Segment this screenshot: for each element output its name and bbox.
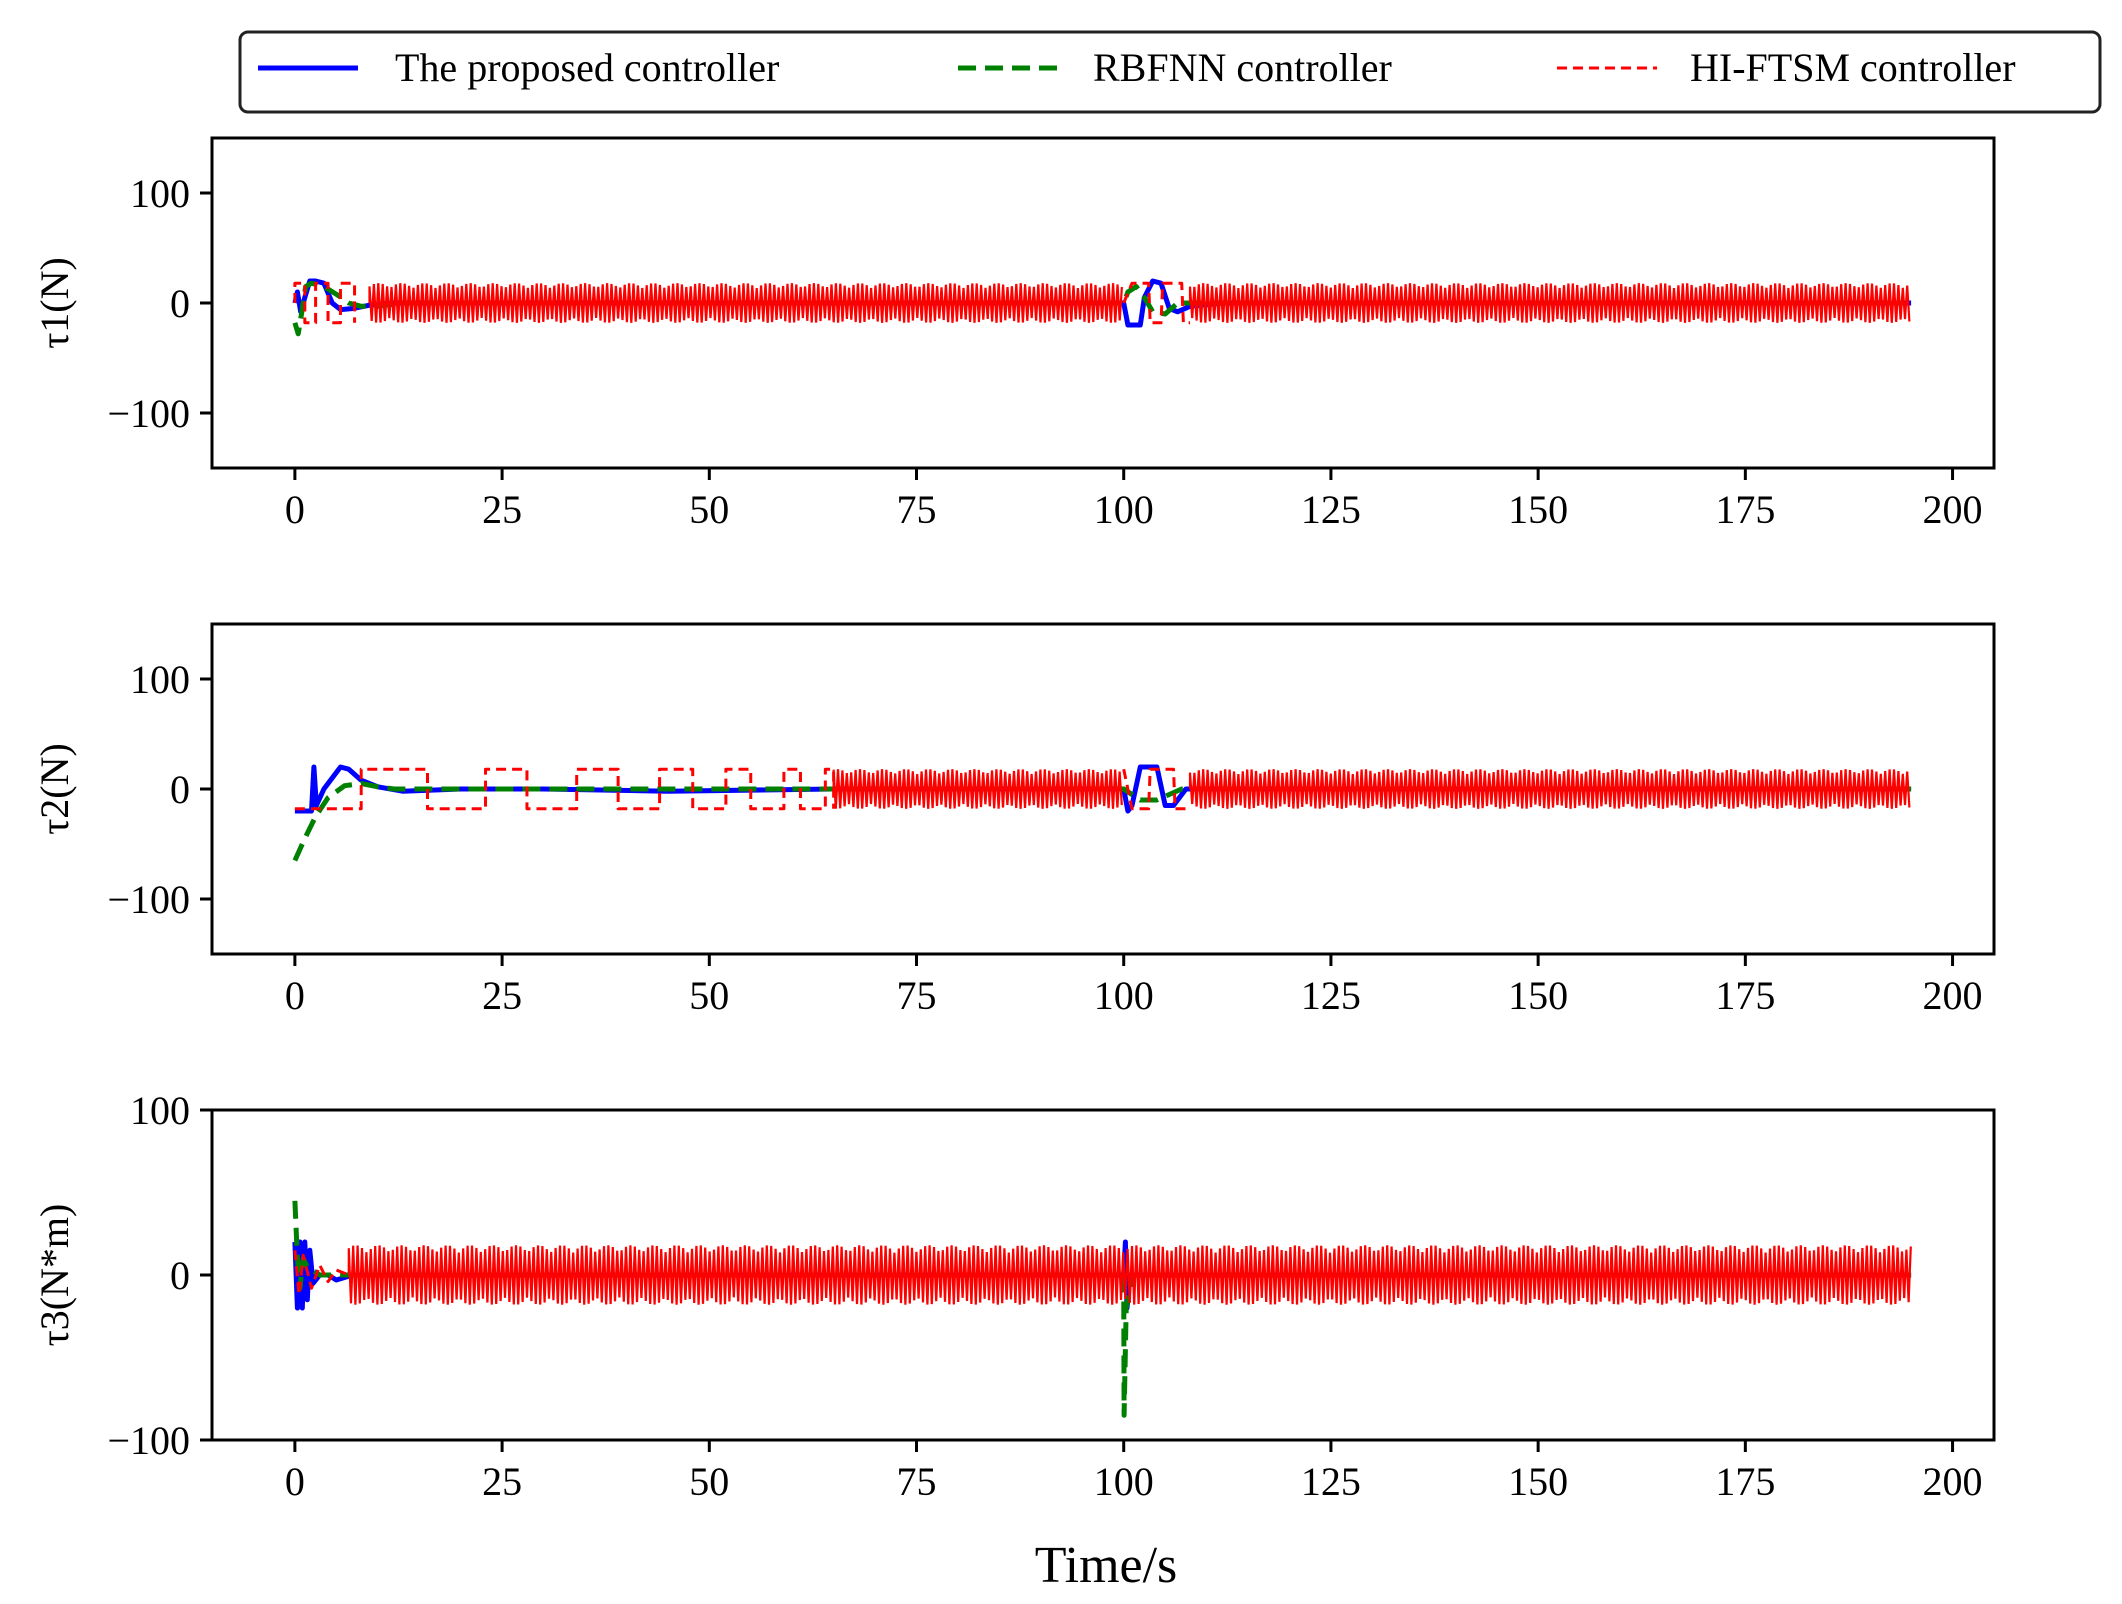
tau3-xtick-label-25: 25	[482, 1459, 522, 1504]
tau1-xtick-label-25: 25	[482, 487, 522, 532]
tau2-xtick-label-150: 150	[1508, 973, 1568, 1018]
tau3-xtick-label-200: 200	[1923, 1459, 1983, 1504]
tau1-xtick-label-175: 175	[1715, 487, 1775, 532]
tau3-xtick-label-75: 75	[897, 1459, 937, 1504]
tau3-ytick-label-1: 0	[170, 1253, 190, 1298]
tau3-xtick-label-50: 50	[689, 1459, 729, 1504]
tau1-series	[292, 278, 1912, 337]
tau2-ytick-label-0: −100	[107, 877, 190, 922]
tau2-hi-ftsm-controller-line	[1122, 767, 1190, 811]
legend-label-rbfnn: RBFNN controller	[1093, 45, 1392, 90]
tau2-xtick-label-75: 75	[897, 973, 937, 1018]
tau1-xtick-label-125: 125	[1301, 487, 1361, 532]
tau2-xtick-label-125: 125	[1301, 973, 1361, 1018]
tau1-ylabel: τ1(N)	[32, 257, 77, 349]
tau2-axes-frame	[210, 622, 1996, 956]
tau1-hi-ftsm-controller-chatter-0	[368, 283, 1123, 323]
tau3-xtick-label-100: 100	[1094, 1459, 1154, 1504]
tau1-xtick-label-200: 200	[1923, 487, 1983, 532]
tau3-rbfnn-controller-line	[292, 1200, 1912, 1418]
legend: The proposed controller RBFNN controller…	[238, 30, 2102, 114]
tau2-hi-ftsm-controller-square-wave	[294, 767, 836, 811]
tau1-hi-ftsm-controller-chatter-1	[1188, 283, 1911, 323]
tau1-ytick-label-1: 0	[170, 281, 190, 326]
tau1-hi-ftsm-controller-line	[1122, 281, 1190, 325]
tau1-ytick-label-2: 100	[130, 171, 190, 216]
tau2-ytick-label-2: 100	[130, 657, 190, 702]
tau2-hi-ftsm-controller-chatter-1	[1188, 769, 1911, 809]
tau2-xtick-label-100: 100	[1094, 973, 1154, 1018]
tau1-ticks: 0 25 50 75 100 125 150 175 200 −100 0 100	[107, 171, 1982, 532]
tau3-ytick-label-2: 100	[130, 1088, 190, 1133]
tau1-xtick-label-100: 100	[1094, 487, 1154, 532]
tau1-ytick-label-0: −100	[107, 391, 190, 436]
tau3-axes-frame	[210, 1108, 1996, 1442]
tau3-ticks: 0 25 50 75 100 125 150 175 200 −100 0 100	[107, 1088, 1982, 1504]
tau3-ylabel: τ3(N*m)	[32, 1204, 77, 1347]
subplot-tau3: 0 25 50 75 100 125 150 175 200 −100 0 100 τ3(N*m)	[32, 1088, 1996, 1504]
tau1-xtick-label-150: 150	[1508, 487, 1568, 532]
legend-label-proposed: The proposed controller	[395, 45, 779, 90]
tau1-hi-ftsm-controller-initial-switching	[293, 281, 357, 325]
tau3-ytick-label-0: −100	[107, 1418, 190, 1463]
tau2-hi-ftsm-controller-chatter-0	[832, 769, 1123, 809]
legend-label-hiftsm: HI-FTSM controller	[1690, 45, 2016, 90]
tau3-hi-ftsm-controller-chatter-0	[347, 1245, 1912, 1305]
tau2-xtick-label-200: 200	[1923, 973, 1983, 1018]
x-axis-label: Time/s	[1035, 1537, 1178, 1594]
tau1-axes-frame	[210, 136, 1996, 470]
tau2-xtick-label-0: 0	[285, 973, 305, 1018]
tau3-xtick-label-0: 0	[285, 1459, 305, 1504]
tau1-xtick-label-0: 0	[285, 487, 305, 532]
tau2-xtick-label-50: 50	[689, 973, 729, 1018]
tau2-series	[292, 764, 1912, 862]
tau2-xtick-label-25: 25	[482, 973, 522, 1018]
tau3-xtick-label-125: 125	[1301, 1459, 1361, 1504]
tau1-xtick-label-50: 50	[689, 487, 729, 532]
tau2-ticks: 0 25 50 75 100 125 150 175 200 −100 0 100	[107, 657, 1982, 1018]
tau2-xtick-label-175: 175	[1715, 973, 1775, 1018]
tau3-xtick-label-175: 175	[1715, 1459, 1775, 1504]
tau2-ylabel: τ2(N)	[32, 743, 77, 835]
tau3-series	[292, 1200, 1912, 1418]
tau1-xtick-label-75: 75	[897, 487, 937, 532]
tau3-hi-ftsm-controller-line	[293, 1250, 350, 1297]
tau2-ytick-label-1: 0	[170, 767, 190, 812]
subplot-tau2: 0 25 50 75 100 125 150 175 200 −100 0 100 τ2(N)	[32, 622, 1996, 1018]
tau3-xtick-label-150: 150	[1508, 1459, 1568, 1504]
subplot-tau1: 0 25 50 75 100 125 150 175 200 −100 0 100 τ1(N)	[32, 136, 1996, 532]
legend-box	[238, 30, 2102, 114]
